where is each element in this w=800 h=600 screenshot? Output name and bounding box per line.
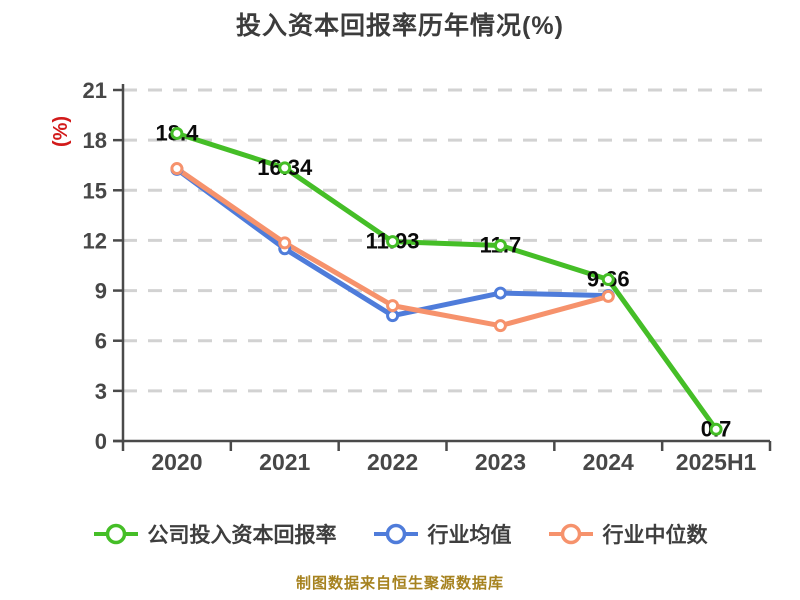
data-point-marker-company-roic-2023[interactable] [493,238,507,252]
data-point-marker-company-roic-2025H1[interactable] [709,422,723,436]
legend-item-label: 公司投入资本回报率 [147,524,337,547]
legend-item-label: 行业中位数 [602,524,708,547]
data-point-marker-industry-average-2022[interactable] [386,309,400,323]
y-axis-tick-label: 9 [95,279,107,304]
data-point-marker-company-roic-2020[interactable] [170,126,184,140]
x-axis-label: 2021 [259,449,310,475]
data-point-marker-company-roic-2021[interactable] [278,161,292,175]
data-source-note: 制图数据来自恒生聚源数据库 [295,575,504,592]
legend-marker-icon [93,523,138,545]
legend-marker-icon [548,523,593,545]
y-axis-tick-label: 6 [95,329,107,354]
x-axis-label: 2024 [583,449,634,475]
legend: 公司投入资本回报率 行业均值 行业中位数 [0,519,800,549]
x-axis-label: 2025H1 [676,449,757,475]
chart-title: 投入资本回报率历年情况(%) [236,12,564,40]
legend-item-label: 行业均值 [427,524,512,547]
y-axis-tick-label: 15 [83,178,107,203]
data-point-marker-company-roic-2022[interactable] [386,235,400,249]
series-line-company-roic [174,130,719,432]
data-point-marker-industry-median-2020[interactable] [170,162,184,176]
y-axis-tick-label: 21 [83,78,107,103]
legend-marker-icon [373,523,418,545]
y-axis-tick-label: 0 [95,429,107,454]
data-point-marker-industry-median-2021[interactable] [278,236,292,250]
data-point-marker-company-roic-2024[interactable] [601,273,615,287]
data-point-marker-industry-median-2024[interactable] [601,289,615,303]
x-axis-label: 2020 [151,449,202,475]
y-axis-tick-label: 12 [83,228,107,253]
y-axis-tick-label: 18 [83,128,107,153]
legend-item-industry-average[interactable]: 行业均值 [373,519,512,549]
legend-item-industry-median[interactable]: 行业中位数 [548,519,708,549]
legend-item-company-roic[interactable]: 公司投入资本回报率 [93,519,337,549]
x-axis-label: 2022 [367,449,418,475]
data-point-marker-industry-average-2023[interactable] [493,286,507,300]
x-axis-label: 2023 [475,449,526,475]
data-point-marker-industry-median-2022[interactable] [386,299,400,313]
y-axis-tick-label: 3 [95,379,107,404]
data-point-marker-industry-median-2023[interactable] [493,319,507,333]
